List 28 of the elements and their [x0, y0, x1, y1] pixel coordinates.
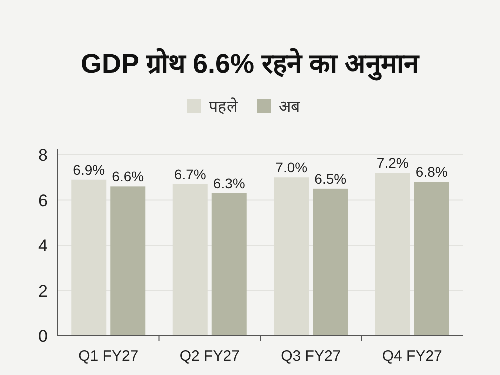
bar [375, 173, 410, 336]
bar [313, 188, 348, 336]
data-label: 6.8% [416, 164, 448, 180]
x-tick-label: Q2 FY27 [180, 348, 240, 365]
data-label: 7.0% [276, 160, 308, 176]
data-label: 6.3% [213, 175, 246, 192]
y-tick-label: 6 [38, 191, 48, 210]
data-label: 6.7% [174, 166, 206, 182]
legend-label: अब [279, 99, 301, 116]
x-tick-label: Q4 FY27 [382, 348, 442, 365]
bar [212, 193, 247, 336]
data-label: 7.2% [376, 155, 409, 172]
data-label: 6.6% [112, 168, 144, 185]
y-tick-label: 8 [38, 146, 48, 165]
y-tick-label: 2 [38, 282, 48, 301]
bar [72, 180, 107, 336]
bar [110, 186, 146, 336]
y-tick-label: 4 [38, 236, 48, 256]
legend-label: पहले [209, 97, 239, 116]
y-tick-label: 0 [38, 327, 48, 346]
bar [172, 184, 208, 336]
data-label: 6.5% [314, 170, 347, 187]
x-tick-label: Q1 FY27 [78, 348, 139, 365]
bar [414, 182, 450, 336]
x-tick-label: Q3 FY27 [281, 348, 342, 365]
bar [274, 178, 310, 336]
chart-title: GDP ग्रोथ 6.6% रहने का अनुमान [80, 48, 420, 81]
data-label: 6.9% [73, 162, 106, 178]
